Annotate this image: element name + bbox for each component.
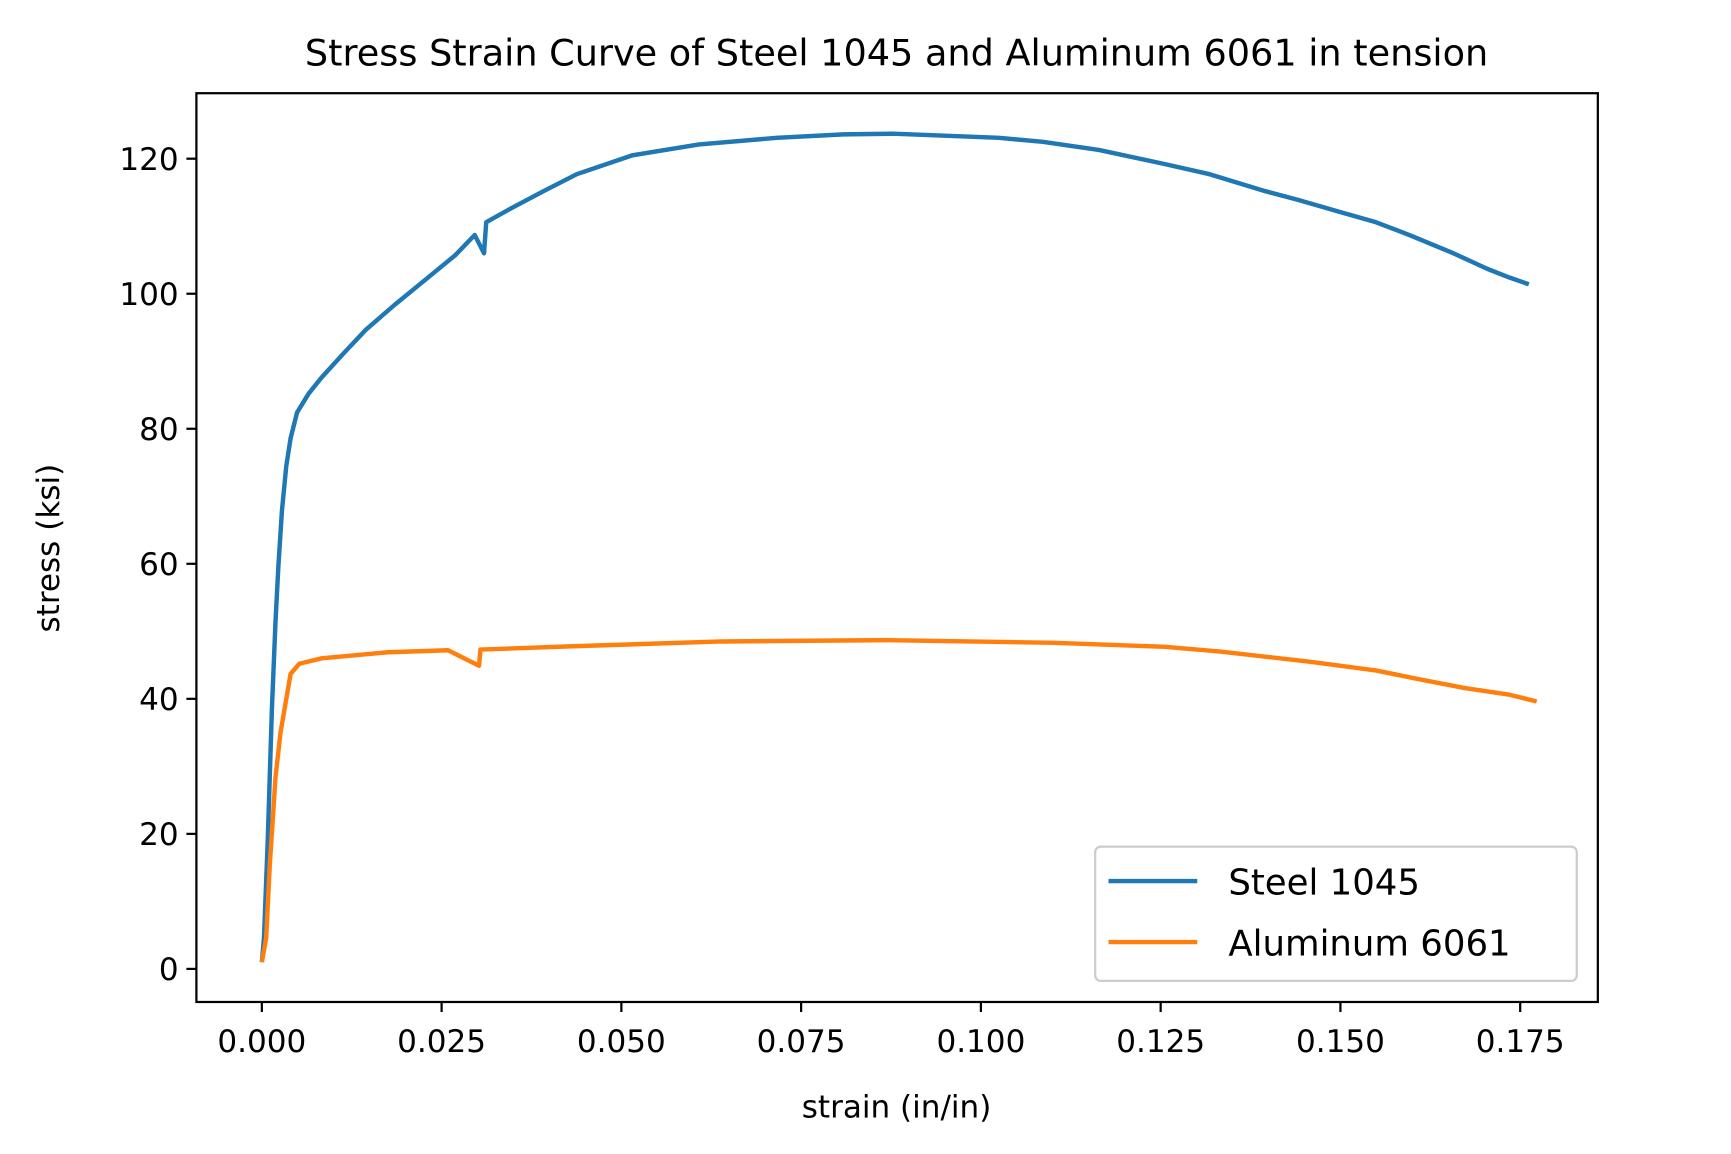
y-tick-label: 100 (119, 277, 178, 313)
series-line-aluminum-6061 (259, 637, 1538, 963)
y-tick-label: 120 (119, 142, 178, 178)
axis-ticks: 0.000 0.025 0.050 0.075 0.100 0.125 0.150 0.175… (119, 142, 1564, 1060)
y-tick-label: 80 (139, 412, 179, 448)
x-tick-label: 0.050 (577, 1024, 666, 1060)
y-axis-label: stress (ksi) (31, 464, 67, 633)
x-tick-label: 0.125 (1116, 1024, 1205, 1060)
series-line-steel-1045 (259, 131, 1530, 963)
chart-title: Stress Strain Curve of Steel 1045 and Al… (305, 31, 1488, 74)
legend-label-steel: Steel 1045 (1228, 862, 1420, 903)
x-tick-label: 0.075 (757, 1024, 846, 1060)
y-tick-label: 0 (159, 952, 179, 988)
x-tick-label: 0.000 (217, 1024, 306, 1060)
y-tick-label: 40 (139, 682, 179, 718)
x-tick-label: 0.175 (1476, 1024, 1565, 1060)
series-lines (259, 131, 1538, 963)
y-tick-label: 60 (139, 547, 179, 583)
legend-label-aluminum: Aluminum 6061 (1228, 923, 1510, 964)
legend: Steel 1045 Aluminum 6061 (1094, 845, 1578, 983)
x-tick-label: 0.025 (397, 1024, 486, 1060)
x-tick-label: 0.100 (936, 1024, 1025, 1060)
plot-frame (195, 92, 1599, 1004)
x-axis-label: strain (in/in) (802, 1089, 992, 1125)
x-tick-label: 0.150 (1296, 1024, 1385, 1060)
y-tick-label: 20 (139, 817, 179, 853)
legend-box (1094, 845, 1578, 983)
